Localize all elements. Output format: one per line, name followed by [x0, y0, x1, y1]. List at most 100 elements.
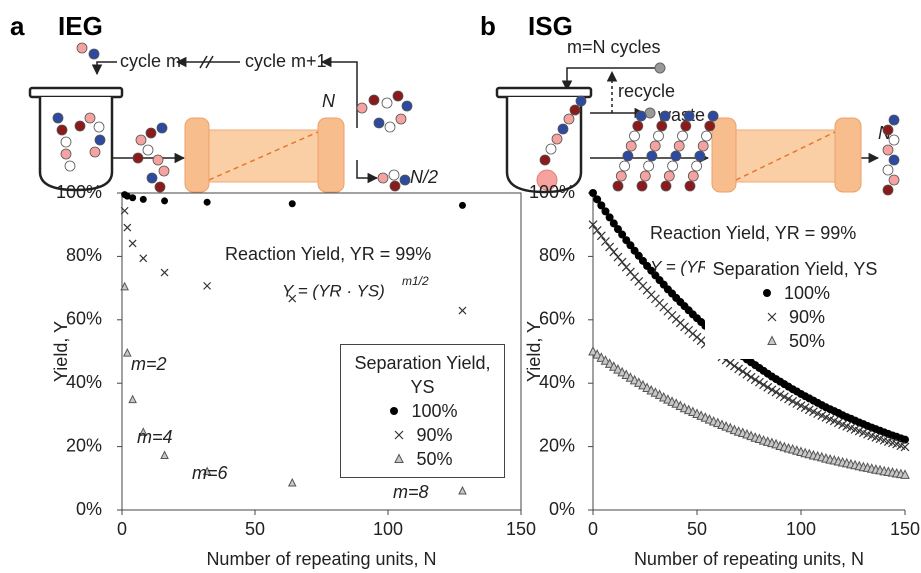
- point: [287, 477, 297, 487]
- legend-symbol: [767, 335, 777, 345]
- point: [161, 197, 169, 205]
- bead: [632, 120, 644, 132]
- point: [738, 367, 748, 376]
- bead: [557, 123, 569, 135]
- legend-label: 50%: [416, 449, 453, 469]
- bead: [94, 134, 106, 146]
- point: [123, 192, 131, 200]
- legend-symbol: [394, 453, 405, 463]
- x-tick-label: 50: [687, 519, 707, 539]
- bead: [389, 180, 401, 192]
- y-tick-label: 60%: [539, 309, 575, 329]
- panel-letter: a: [10, 11, 25, 41]
- bead: [56, 124, 68, 136]
- x-tick-label: 50: [245, 519, 265, 539]
- point: [767, 335, 777, 345]
- bead: [622, 150, 634, 162]
- point: [588, 220, 598, 230]
- bead: [377, 172, 389, 184]
- point: [123, 223, 132, 232]
- point: [750, 375, 760, 385]
- x-axis-title: Number of repeating units, N: [634, 549, 864, 569]
- point: [754, 377, 764, 387]
- legend-entry: 50%: [345, 447, 500, 471]
- annotation: Y = (YR): [650, 257, 715, 276]
- point: [160, 450, 169, 459]
- legend-label: 90%: [416, 425, 453, 445]
- point: [458, 306, 467, 315]
- point: [742, 369, 752, 379]
- y-tick-label: 40%: [539, 372, 575, 392]
- bead: [381, 97, 393, 109]
- point: [771, 387, 781, 397]
- point: [792, 399, 802, 408]
- legend-entry: 50%: [709, 329, 881, 353]
- bead: [399, 174, 411, 186]
- legend-label: 100%: [783, 283, 831, 303]
- bead: [575, 95, 587, 107]
- bead: [882, 164, 894, 176]
- bead: [629, 130, 640, 142]
- bead: [615, 170, 627, 182]
- legend-symbol: [395, 430, 404, 440]
- bead: [551, 133, 563, 145]
- bead: [673, 140, 685, 152]
- bead: [659, 110, 671, 122]
- point: [605, 213, 614, 222]
- y-tick-label: 40%: [66, 372, 102, 392]
- bead: [146, 172, 158, 184]
- point: [725, 358, 735, 368]
- bead: [545, 143, 557, 155]
- x-tick-label: 150: [890, 519, 920, 539]
- point: [608, 361, 619, 371]
- bead: [888, 134, 900, 146]
- annotation: m=6: [192, 463, 229, 483]
- point: [139, 254, 148, 263]
- bead: [52, 112, 64, 124]
- bead: [667, 160, 678, 172]
- bead: [401, 100, 413, 112]
- point: [203, 281, 212, 290]
- bead: [132, 152, 144, 164]
- x-tick-label: 100: [786, 519, 816, 539]
- point: [589, 189, 597, 197]
- bead: [663, 170, 675, 182]
- y-axis-title: Yield, Y: [51, 321, 71, 382]
- recycle-label: recycle: [618, 81, 675, 101]
- y-tick-label: 0%: [549, 499, 575, 519]
- point: [593, 195, 602, 204]
- point: [120, 206, 129, 215]
- point: [203, 198, 211, 206]
- legend-entry: 100%: [709, 281, 881, 305]
- point: [600, 355, 611, 365]
- point: [618, 230, 627, 239]
- y-tick-label: 0%: [76, 499, 102, 519]
- point: [592, 349, 602, 359]
- point: [588, 345, 598, 356]
- point: [123, 347, 132, 357]
- bead: [694, 150, 706, 162]
- bead: [373, 117, 385, 129]
- product-label: N: [322, 91, 336, 111]
- bead: [145, 127, 157, 139]
- point: [734, 364, 744, 374]
- cycle-label: cycle m: [120, 51, 181, 71]
- point: [784, 394, 793, 404]
- point: [288, 294, 297, 303]
- bead: [882, 184, 894, 196]
- x-tick-label: 0: [588, 519, 598, 539]
- point: [609, 247, 619, 257]
- panel-letter: b: [480, 11, 496, 41]
- bead: [64, 160, 76, 172]
- legend-title: Separation Yield, YS: [712, 259, 878, 279]
- point: [767, 385, 777, 395]
- bead: [680, 120, 692, 132]
- waste-label: waste: [657, 105, 705, 125]
- bead: [392, 90, 404, 102]
- plot-frame: [121, 192, 522, 511]
- bead: [677, 130, 688, 142]
- bead: [395, 113, 407, 125]
- point: [458, 485, 467, 495]
- point: [390, 407, 399, 415]
- bead: [888, 154, 900, 166]
